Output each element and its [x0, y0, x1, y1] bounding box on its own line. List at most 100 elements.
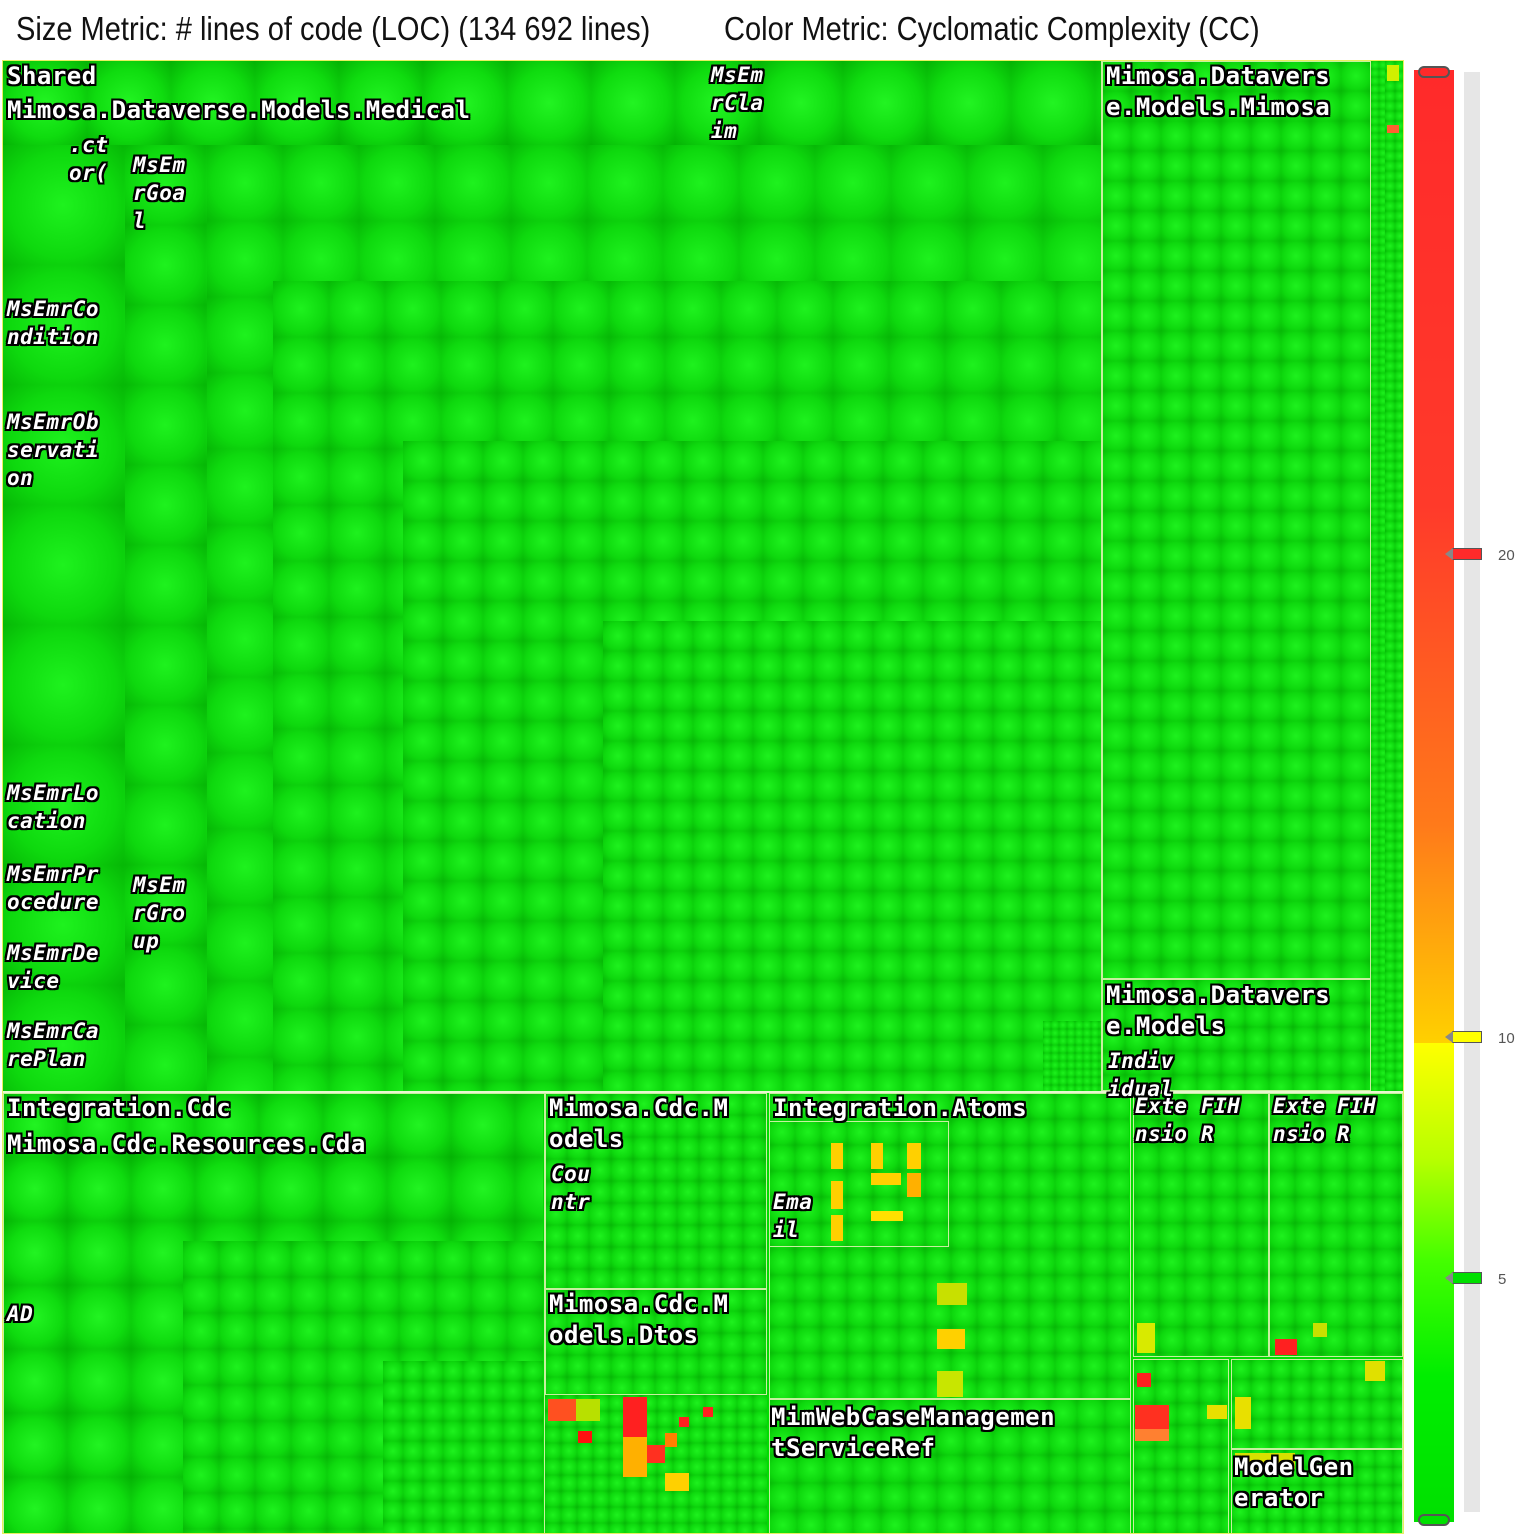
label-shared[interactable]: Shared — [7, 62, 97, 90]
label-email[interactable]: Ema il — [773, 1190, 813, 1242]
hotspot-cdc-6[interactable] — [665, 1433, 677, 1447]
label-model-generator[interactable]: ModelGen erator — [1234, 1453, 1354, 1512]
label-models-mimosa[interactable]: Mimosa.Datavers e.Models.Mimosa — [1106, 62, 1331, 121]
region-medical-tiny[interactable] — [1043, 1021, 1101, 1091]
legend-tick-5: 5 — [1498, 1271, 1507, 1288]
legend-track[interactable] — [1464, 72, 1480, 1512]
label-msemr-observation[interactable]: MsEmrOb servati on — [7, 410, 100, 490]
label-cdc-dtos[interactable]: Mimosa.Cdc.M odels.Dtos — [549, 1290, 729, 1349]
region-models[interactable] — [1101, 979, 1371, 1091]
label-models-medical[interactable]: Mimosa.Dataverse.Models.Medical — [7, 96, 471, 124]
region-model-generator-border — [1231, 1449, 1403, 1533]
legend-marker-10[interactable] — [1445, 1031, 1482, 1043]
region-extension-2[interactable] — [1269, 1093, 1403, 1357]
region-misc-a[interactable] — [1133, 1359, 1229, 1533]
hotspot-cdc-2[interactable] — [576, 1399, 600, 1421]
hotspot-cdc-7[interactable] — [679, 1417, 689, 1427]
region-misc-b-border — [1231, 1359, 1403, 1449]
label-msemr-device[interactable]: MsEmrDe vice — [7, 941, 100, 993]
legend-top-handle[interactable] — [1418, 66, 1450, 78]
hotspot-cdc-5[interactable] — [647, 1445, 665, 1463]
hotspot-atoms-11[interactable] — [937, 1371, 963, 1397]
region-cdc-models[interactable] — [545, 1093, 767, 1289]
legend-marker-20[interactable] — [1445, 548, 1482, 560]
hotspot-misc-6[interactable] — [1365, 1361, 1385, 1381]
hotspot-misc-2[interactable] — [1135, 1405, 1169, 1429]
header-bar: Size Metric: # lines of code (LOC) (134 … — [0, 0, 1536, 60]
hotspot-atoms-7[interactable] — [871, 1211, 903, 1221]
hotspot-strip-red[interactable] — [1387, 125, 1399, 133]
hotspot-ext-2[interactable] — [1275, 1339, 1297, 1355]
label-integration-atoms[interactable]: Integration.Atoms — [773, 1094, 1028, 1122]
region-extension-1-border — [1133, 1093, 1269, 1357]
region-email-border — [769, 1121, 949, 1247]
region-cdc-dtos[interactable] — [545, 1289, 767, 1395]
label-msemr-condition[interactable]: MsEmrCo ndition — [7, 297, 100, 349]
label-extension-1[interactable]: Exte nsio — [1135, 1094, 1188, 1146]
hotspot-cdc-9[interactable] — [578, 1431, 592, 1443]
label-individual[interactable]: Indiv idual — [1108, 1049, 1174, 1101]
divider-vertical — [1101, 61, 1103, 1091]
region-thin-strip-a[interactable] — [1371, 61, 1385, 1091]
region-extension-1[interactable] — [1133, 1093, 1269, 1357]
hotspot-cdc-3[interactable] — [623, 1397, 647, 1437]
treemap[interactable]: Shared Mimosa.Dataverse.Models.Medical .… — [2, 60, 1404, 1534]
hotspot-atoms-5[interactable] — [907, 1173, 921, 1197]
hotspot-atoms-4[interactable] — [871, 1173, 901, 1185]
hotspot-atoms-3[interactable] — [907, 1143, 921, 1169]
color-scale-bar[interactable] — [1414, 70, 1454, 1522]
region-goal-column[interactable] — [125, 145, 207, 1091]
hotspot-misc-4[interactable] — [1207, 1405, 1227, 1419]
label-msemr-claim[interactable]: MsEm rCla im — [711, 63, 764, 143]
region-misc-a-border — [1133, 1359, 1229, 1533]
label-cdc-resources[interactable]: Mimosa.Cdc.Resources.Cda — [7, 1130, 366, 1158]
label-msemr-goal[interactable]: MsEm rGoa l — [133, 153, 186, 233]
hotspot-atoms-2[interactable] — [871, 1143, 883, 1169]
region-ctor-column[interactable] — [3, 145, 125, 1091]
color-metric-label[interactable]: Color Metric: Cyclomatic Complexity (CC) — [724, 10, 1260, 47]
legend-tick-10: 10 — [1498, 1030, 1515, 1047]
label-ctor[interactable]: .ct or( — [69, 133, 109, 185]
legend-marker-5[interactable] — [1445, 1272, 1482, 1284]
region-medical-grid-d[interactable] — [603, 621, 1101, 1091]
label-models[interactable]: Mimosa.Datavers e.Models — [1106, 981, 1331, 1040]
hotspot-cdc-4[interactable] — [623, 1437, 647, 1477]
hotspot-misc-3[interactable] — [1135, 1429, 1169, 1441]
label-integration-cdc[interactable]: Integration.Cdc — [7, 1094, 232, 1122]
label-msemr-location[interactable]: MsEmrLo cation — [7, 781, 100, 833]
hotspot-atoms-1[interactable] — [831, 1143, 843, 1169]
hotspot-cdc-8[interactable] — [703, 1407, 713, 1417]
label-extension-2[interactable]: Exte nsio — [1273, 1094, 1326, 1146]
region-cdc-resources-fine[interactable] — [383, 1361, 543, 1533]
label-ad[interactable]: AD — [7, 1302, 34, 1326]
region-cdc-dtos-border — [545, 1289, 767, 1395]
region-models-mimosa[interactable] — [1101, 61, 1371, 979]
label-webcase[interactable]: MimWebCaseManagemen tServiceRef — [771, 1403, 1056, 1462]
hotspot-model-generator[interactable] — [1235, 1453, 1295, 1469]
region-thin-strip-b[interactable] — [1385, 61, 1403, 1091]
hotspot-atoms-8[interactable] — [831, 1215, 843, 1241]
hotspot-ext-3[interactable] — [1313, 1323, 1327, 1337]
region-cdc-models-border — [545, 1093, 767, 1289]
region-integration-cdc-border — [3, 1093, 545, 1533]
hotspot-strip-yellow[interactable] — [1387, 65, 1399, 81]
label-msemr-procedure[interactable]: MsEmrPr ocedure — [7, 862, 100, 914]
hotspot-cdc-10[interactable] — [665, 1473, 689, 1491]
hotspot-misc-1[interactable] — [1137, 1373, 1151, 1387]
hotspot-cdc-1[interactable] — [548, 1399, 576, 1421]
label-msemr-careplan[interactable]: MsEmrCa rePlan — [7, 1019, 100, 1071]
label-fihr-1[interactable]: FIH R — [1201, 1094, 1241, 1146]
region-webcase-border — [769, 1399, 1131, 1533]
region-webcase[interactable] — [769, 1399, 1131, 1533]
label-fihr-2[interactable]: FIH R — [1337, 1094, 1377, 1146]
hotspot-atoms-10[interactable] — [937, 1329, 965, 1349]
label-msemr-group[interactable]: MsEm rGro up — [133, 873, 186, 953]
label-cdc-models[interactable]: Mimosa.Cdc.M odels — [549, 1094, 729, 1153]
size-metric-label[interactable]: Size Metric: # lines of code (LOC) (134 … — [16, 10, 651, 47]
legend-bottom-handle[interactable] — [1418, 1514, 1450, 1526]
label-country[interactable]: Cou ntr — [551, 1162, 591, 1214]
hotspot-misc-5[interactable] — [1235, 1397, 1251, 1429]
hotspot-atoms-9[interactable] — [937, 1283, 967, 1305]
hotspot-ext-1[interactable] — [1137, 1323, 1155, 1353]
hotspot-atoms-6[interactable] — [831, 1181, 843, 1209]
